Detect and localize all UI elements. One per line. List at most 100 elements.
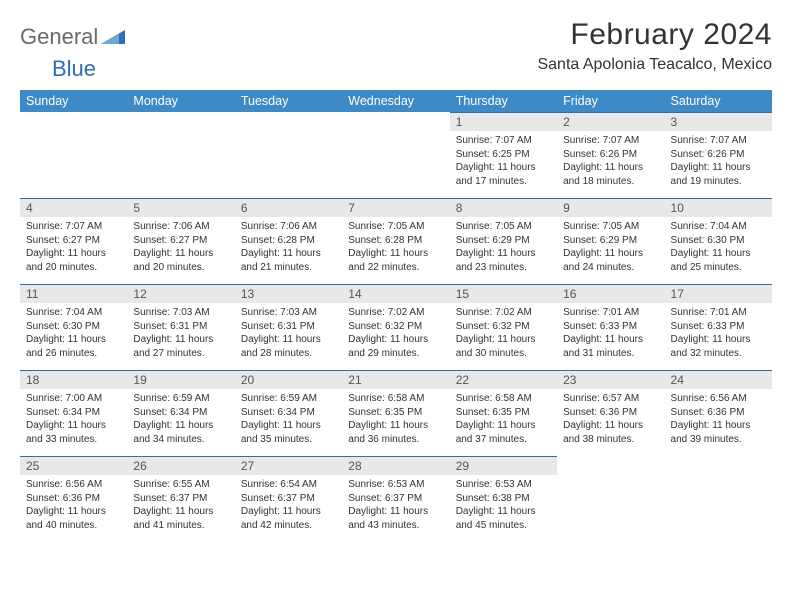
calendar-cell: 28Sunrise: 6:53 AMSunset: 6:37 PMDayligh…	[342, 456, 449, 542]
day-info: Sunrise: 6:58 AMSunset: 6:35 PMDaylight:…	[450, 389, 557, 450]
day-info: Sunrise: 7:05 AMSunset: 6:28 PMDaylight:…	[342, 217, 449, 278]
calendar-cell: 8Sunrise: 7:05 AMSunset: 6:29 PMDaylight…	[450, 198, 557, 284]
day-number: 10	[665, 198, 772, 217]
day-info: Sunrise: 7:07 AMSunset: 6:26 PMDaylight:…	[557, 131, 664, 192]
day-info: Sunrise: 6:56 AMSunset: 6:36 PMDaylight:…	[665, 389, 772, 450]
day-number: 15	[450, 284, 557, 303]
day-number: 25	[20, 456, 127, 475]
calendar-cell: 29Sunrise: 6:53 AMSunset: 6:38 PMDayligh…	[450, 456, 557, 542]
title-block: February 2024 Santa Apolonia Teacalco, M…	[537, 18, 772, 74]
calendar-cell: 4Sunrise: 7:07 AMSunset: 6:27 PMDaylight…	[20, 198, 127, 284]
calendar-cell: 16Sunrise: 7:01 AMSunset: 6:33 PMDayligh…	[557, 284, 664, 370]
day-number: 20	[235, 370, 342, 389]
weekday-header: Friday	[557, 90, 664, 112]
day-number: 9	[557, 198, 664, 217]
calendar-table: SundayMondayTuesdayWednesdayThursdayFrid…	[20, 90, 772, 542]
day-info: Sunrise: 7:01 AMSunset: 6:33 PMDaylight:…	[557, 303, 664, 364]
day-info: Sunrise: 6:55 AMSunset: 6:37 PMDaylight:…	[127, 475, 234, 536]
day-number: 4	[20, 198, 127, 217]
day-number: 16	[557, 284, 664, 303]
day-info: Sunrise: 7:02 AMSunset: 6:32 PMDaylight:…	[450, 303, 557, 364]
day-number: 21	[342, 370, 449, 389]
calendar-cell	[342, 112, 449, 198]
calendar-cell	[127, 112, 234, 198]
day-info: Sunrise: 6:56 AMSunset: 6:36 PMDaylight:…	[20, 475, 127, 536]
day-info: Sunrise: 6:59 AMSunset: 6:34 PMDaylight:…	[127, 389, 234, 450]
day-info: Sunrise: 7:01 AMSunset: 6:33 PMDaylight:…	[665, 303, 772, 364]
day-info: Sunrise: 6:57 AMSunset: 6:36 PMDaylight:…	[557, 389, 664, 450]
day-number: 8	[450, 198, 557, 217]
calendar-cell	[235, 112, 342, 198]
calendar-cell: 14Sunrise: 7:02 AMSunset: 6:32 PMDayligh…	[342, 284, 449, 370]
day-info: Sunrise: 7:07 AMSunset: 6:27 PMDaylight:…	[20, 217, 127, 278]
day-info: Sunrise: 6:53 AMSunset: 6:37 PMDaylight:…	[342, 475, 449, 536]
day-number: 19	[127, 370, 234, 389]
day-number: 17	[665, 284, 772, 303]
calendar-cell: 7Sunrise: 7:05 AMSunset: 6:28 PMDaylight…	[342, 198, 449, 284]
calendar-cell	[665, 456, 772, 542]
day-number: 7	[342, 198, 449, 217]
day-number: 29	[450, 456, 557, 475]
logo-triangle-icon	[101, 26, 125, 49]
day-number: 22	[450, 370, 557, 389]
calendar-body: 1Sunrise: 7:07 AMSunset: 6:25 PMDaylight…	[20, 112, 772, 542]
weekday-header: Thursday	[450, 90, 557, 112]
day-info: Sunrise: 7:07 AMSunset: 6:25 PMDaylight:…	[450, 131, 557, 192]
calendar-cell: 5Sunrise: 7:06 AMSunset: 6:27 PMDaylight…	[127, 198, 234, 284]
day-number: 23	[557, 370, 664, 389]
header: General February 2024 Santa Apolonia Tea…	[20, 18, 772, 74]
day-number: 1	[450, 112, 557, 131]
day-info: Sunrise: 7:05 AMSunset: 6:29 PMDaylight:…	[450, 217, 557, 278]
day-info: Sunrise: 6:58 AMSunset: 6:35 PMDaylight:…	[342, 389, 449, 450]
day-info: Sunrise: 7:00 AMSunset: 6:34 PMDaylight:…	[20, 389, 127, 450]
day-number: 27	[235, 456, 342, 475]
logo-word-general: General	[20, 24, 98, 50]
logo: General	[20, 24, 127, 50]
calendar-cell	[557, 456, 664, 542]
day-number: 14	[342, 284, 449, 303]
calendar-cell: 23Sunrise: 6:57 AMSunset: 6:36 PMDayligh…	[557, 370, 664, 456]
calendar-cell: 6Sunrise: 7:06 AMSunset: 6:28 PMDaylight…	[235, 198, 342, 284]
calendar-cell: 27Sunrise: 6:54 AMSunset: 6:37 PMDayligh…	[235, 456, 342, 542]
day-info: Sunrise: 6:53 AMSunset: 6:38 PMDaylight:…	[450, 475, 557, 536]
day-info: Sunrise: 7:04 AMSunset: 6:30 PMDaylight:…	[665, 217, 772, 278]
weekday-header: Wednesday	[342, 90, 449, 112]
day-number: 3	[665, 112, 772, 131]
location-subtitle: Santa Apolonia Teacalco, Mexico	[537, 56, 772, 74]
calendar-cell: 3Sunrise: 7:07 AMSunset: 6:26 PMDaylight…	[665, 112, 772, 198]
calendar-cell: 24Sunrise: 6:56 AMSunset: 6:36 PMDayligh…	[665, 370, 772, 456]
day-info: Sunrise: 6:59 AMSunset: 6:34 PMDaylight:…	[235, 389, 342, 450]
calendar-cell: 1Sunrise: 7:07 AMSunset: 6:25 PMDaylight…	[450, 112, 557, 198]
day-number: 26	[127, 456, 234, 475]
weekday-header: Saturday	[665, 90, 772, 112]
calendar-cell: 15Sunrise: 7:02 AMSunset: 6:32 PMDayligh…	[450, 284, 557, 370]
day-number: 2	[557, 112, 664, 131]
day-number: 18	[20, 370, 127, 389]
calendar-cell	[20, 112, 127, 198]
calendar-cell: 9Sunrise: 7:05 AMSunset: 6:29 PMDaylight…	[557, 198, 664, 284]
day-number: 13	[235, 284, 342, 303]
calendar-cell: 2Sunrise: 7:07 AMSunset: 6:26 PMDaylight…	[557, 112, 664, 198]
page-title: February 2024	[537, 18, 772, 52]
day-number: 28	[342, 456, 449, 475]
logo-word-blue: Blue	[52, 56, 96, 81]
day-info: Sunrise: 7:06 AMSunset: 6:28 PMDaylight:…	[235, 217, 342, 278]
calendar-cell: 25Sunrise: 6:56 AMSunset: 6:36 PMDayligh…	[20, 456, 127, 542]
weekday-header: Monday	[127, 90, 234, 112]
day-info: Sunrise: 7:06 AMSunset: 6:27 PMDaylight:…	[127, 217, 234, 278]
day-info: Sunrise: 7:07 AMSunset: 6:26 PMDaylight:…	[665, 131, 772, 192]
weekday-header: Sunday	[20, 90, 127, 112]
day-info: Sunrise: 7:04 AMSunset: 6:30 PMDaylight:…	[20, 303, 127, 364]
day-number: 6	[235, 198, 342, 217]
calendar-cell: 22Sunrise: 6:58 AMSunset: 6:35 PMDayligh…	[450, 370, 557, 456]
calendar-cell: 26Sunrise: 6:55 AMSunset: 6:37 PMDayligh…	[127, 456, 234, 542]
day-info: Sunrise: 6:54 AMSunset: 6:37 PMDaylight:…	[235, 475, 342, 536]
calendar-cell: 19Sunrise: 6:59 AMSunset: 6:34 PMDayligh…	[127, 370, 234, 456]
calendar-cell: 11Sunrise: 7:04 AMSunset: 6:30 PMDayligh…	[20, 284, 127, 370]
calendar-head: SundayMondayTuesdayWednesdayThursdayFrid…	[20, 90, 772, 112]
calendar-cell: 17Sunrise: 7:01 AMSunset: 6:33 PMDayligh…	[665, 284, 772, 370]
calendar-cell: 20Sunrise: 6:59 AMSunset: 6:34 PMDayligh…	[235, 370, 342, 456]
day-info: Sunrise: 7:03 AMSunset: 6:31 PMDaylight:…	[235, 303, 342, 364]
calendar-cell: 13Sunrise: 7:03 AMSunset: 6:31 PMDayligh…	[235, 284, 342, 370]
calendar-cell: 10Sunrise: 7:04 AMSunset: 6:30 PMDayligh…	[665, 198, 772, 284]
